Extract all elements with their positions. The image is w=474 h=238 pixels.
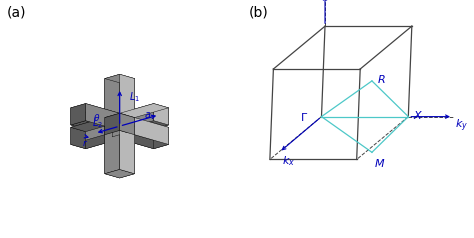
Polygon shape <box>105 79 119 130</box>
Text: $\Gamma$: $\Gamma$ <box>301 111 309 123</box>
Polygon shape <box>105 122 119 174</box>
Text: $L_1$: $L_1$ <box>129 90 140 104</box>
Text: (b): (b) <box>249 6 268 20</box>
Polygon shape <box>154 127 169 149</box>
Polygon shape <box>119 74 135 126</box>
Polygon shape <box>105 122 135 130</box>
Polygon shape <box>105 122 135 130</box>
Polygon shape <box>71 127 86 149</box>
Polygon shape <box>71 133 127 149</box>
Polygon shape <box>112 115 127 137</box>
Polygon shape <box>119 113 135 135</box>
Polygon shape <box>86 104 127 133</box>
Text: $R$: $R$ <box>377 73 385 85</box>
Polygon shape <box>112 115 127 137</box>
Text: $k_y$: $k_y$ <box>455 118 468 134</box>
Polygon shape <box>71 121 127 137</box>
Polygon shape <box>105 113 135 122</box>
Polygon shape <box>112 104 154 133</box>
Polygon shape <box>105 74 135 83</box>
Polygon shape <box>112 133 169 149</box>
Polygon shape <box>86 120 127 149</box>
Text: (a): (a) <box>7 6 27 20</box>
Polygon shape <box>105 113 119 135</box>
Polygon shape <box>119 122 135 174</box>
Polygon shape <box>105 74 119 126</box>
Text: $X$: $X$ <box>413 109 423 121</box>
Polygon shape <box>105 169 135 178</box>
Polygon shape <box>112 120 154 149</box>
Polygon shape <box>127 115 169 144</box>
Polygon shape <box>71 104 86 125</box>
Text: $k_z$: $k_z$ <box>334 0 347 1</box>
Polygon shape <box>119 79 135 130</box>
Polygon shape <box>105 126 119 178</box>
Polygon shape <box>112 104 169 120</box>
Polygon shape <box>71 115 112 144</box>
Polygon shape <box>127 108 169 137</box>
Text: $\theta$: $\theta$ <box>93 112 100 123</box>
Text: $k_x$: $k_x$ <box>282 154 295 168</box>
Polygon shape <box>119 126 135 178</box>
Text: $L_2$: $L_2$ <box>92 116 103 130</box>
Polygon shape <box>112 115 127 137</box>
Polygon shape <box>71 115 127 132</box>
Text: $M$: $M$ <box>374 157 385 169</box>
Polygon shape <box>112 115 127 137</box>
Text: $r$: $r$ <box>82 138 89 148</box>
Text: $a$: $a$ <box>144 110 152 120</box>
Polygon shape <box>71 108 112 137</box>
Polygon shape <box>71 104 127 120</box>
Polygon shape <box>112 115 169 132</box>
Polygon shape <box>112 121 169 137</box>
Polygon shape <box>154 104 169 125</box>
